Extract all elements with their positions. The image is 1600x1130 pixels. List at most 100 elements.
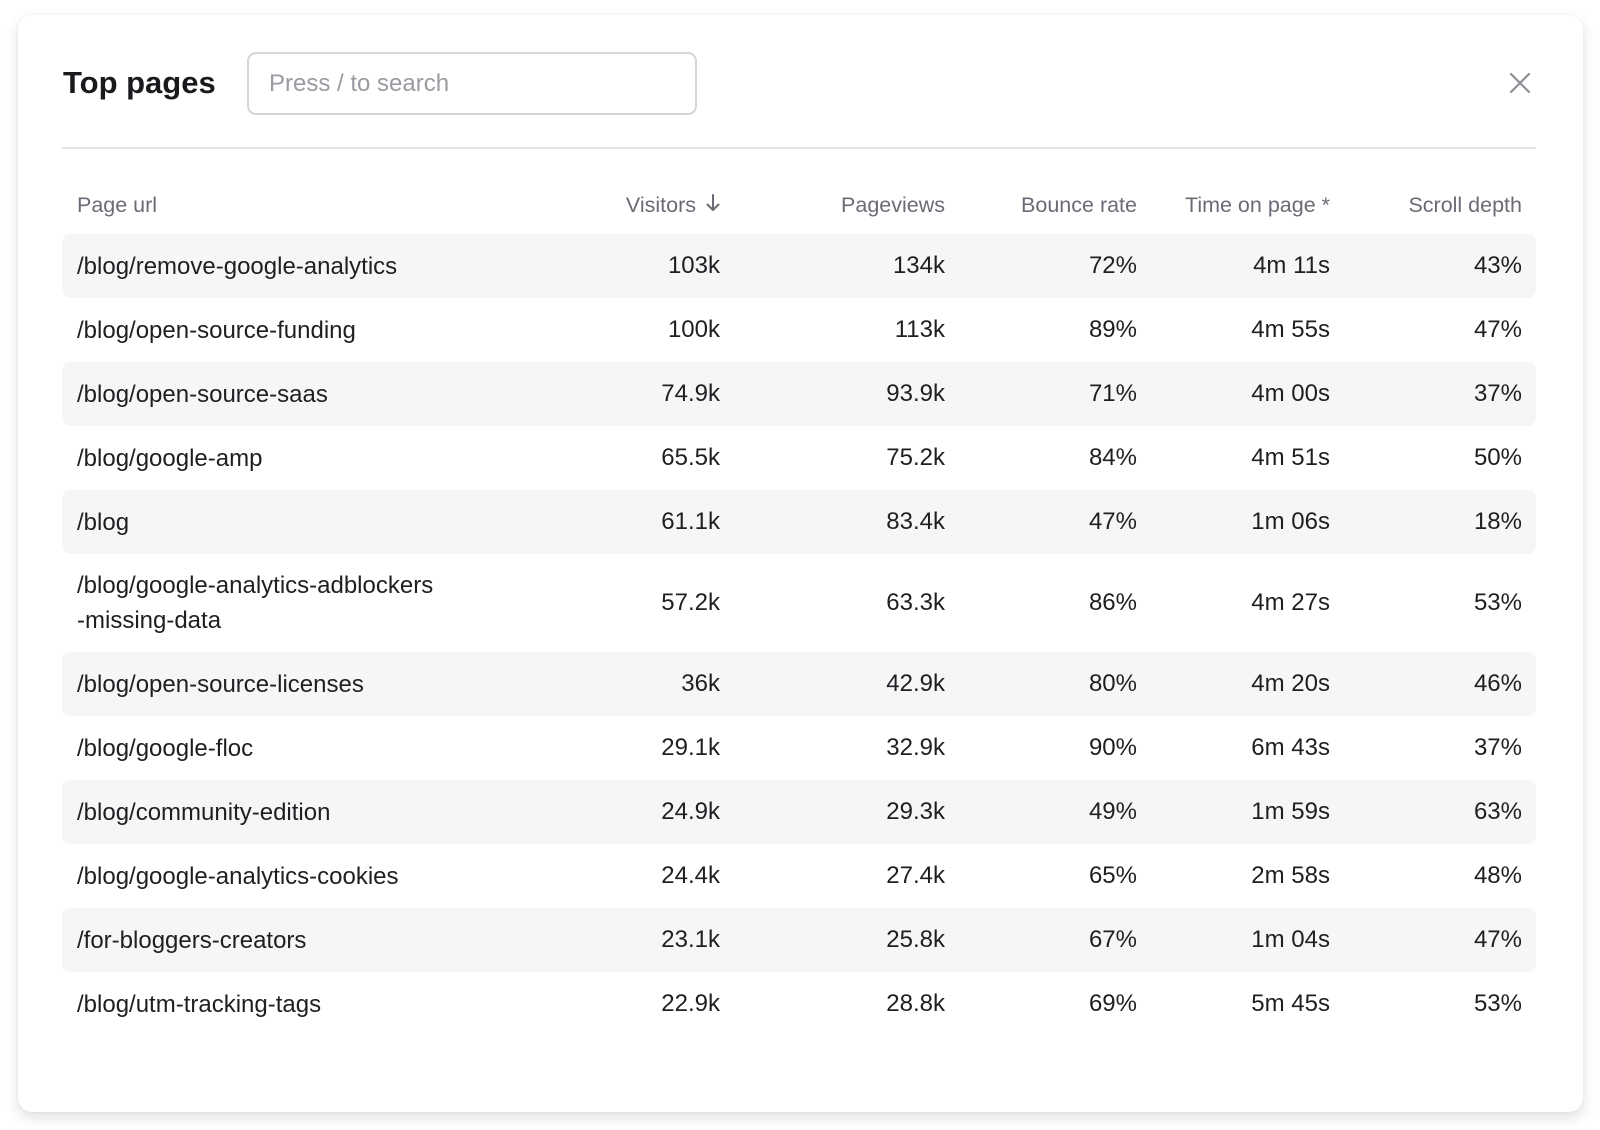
page-url-cell[interactable]: /blog/utm-tracking-tags bbox=[77, 990, 322, 1018]
pageviews-cell: 113k bbox=[894, 316, 945, 343]
time-on-page-cell: 6m 43s bbox=[1251, 734, 1330, 761]
pageviews-cell: 42.9k bbox=[886, 670, 945, 697]
column-header-page-url[interactable]: Page url bbox=[77, 192, 158, 217]
time-on-page-cell: 2m 58s bbox=[1251, 862, 1330, 889]
time-on-page-cell: 4m 51s bbox=[1251, 444, 1330, 471]
page-url-cell[interactable]: /for-bloggers-creators bbox=[77, 926, 307, 954]
page-url-cell[interactable]: /blog/open-source-funding bbox=[77, 316, 356, 344]
bounce-rate-cell: 84% bbox=[1088, 444, 1137, 471]
visitors-cell: 61.1k bbox=[661, 508, 720, 535]
table-row[interactable]: /blog/community-edition 24.9k 29.3k 49% 1m 5… bbox=[62, 780, 1536, 844]
pageviews-cell: 27.4k bbox=[886, 862, 945, 889]
table-row[interactable]: /blog/remove-google-analytics 103k 134k 72%… bbox=[62, 234, 1536, 298]
bounce-rate-cell: 90% bbox=[1088, 734, 1137, 761]
bounce-rate-cell: 47% bbox=[1088, 508, 1137, 535]
column-header-scroll-depth[interactable]: Scroll depth bbox=[1408, 192, 1522, 217]
page-url-cell[interactable]: /blog/google-analytics-adblockers-missin… bbox=[77, 572, 434, 634]
page-url-cell[interactable]: /blog/google-amp bbox=[77, 444, 263, 472]
table-row[interactable]: /for-bloggers-creators 23.1k 25.8k 67% 1m 04… bbox=[62, 908, 1536, 972]
page-url-cell[interactable]: /blog/open-source-licenses bbox=[77, 670, 364, 698]
page-url-cell[interactable]: /blog/google-analytics-cookies bbox=[77, 862, 399, 890]
scroll-depth-cell: 46% bbox=[1473, 670, 1522, 697]
scroll-depth-cell: 53% bbox=[1473, 589, 1522, 616]
visitors-cell: 57.2k bbox=[661, 589, 720, 616]
pageviews-cell: 75.2k bbox=[886, 444, 945, 471]
visitors-cell: 22.9k bbox=[661, 990, 720, 1017]
page-url-cell[interactable]: /blog/open-source-saas bbox=[77, 380, 328, 408]
pageviews-cell: 32.9k bbox=[886, 734, 945, 761]
pageviews-cell: 29.3k bbox=[886, 798, 945, 825]
search-input[interactable] bbox=[247, 52, 697, 115]
bounce-rate-cell: 69% bbox=[1088, 990, 1137, 1017]
scroll-depth-cell: 47% bbox=[1473, 316, 1522, 343]
visitors-cell: 74.9k bbox=[661, 380, 720, 407]
bounce-rate-cell: 72% bbox=[1088, 252, 1137, 279]
column-header-bounce-rate[interactable]: Bounce rate bbox=[1021, 192, 1137, 217]
top-pages-modal: Top pages Page url Visitors Pageviews Bo… bbox=[18, 15, 1583, 1112]
bounce-rate-cell: 71% bbox=[1088, 380, 1137, 407]
scroll-depth-cell: 63% bbox=[1473, 798, 1522, 825]
bounce-rate-cell: 89% bbox=[1088, 316, 1137, 343]
table-row[interactable]: /blog/google-floc 29.1k 32.9k 90% 6m 43s 37% bbox=[62, 716, 1536, 780]
visitors-cell: 24.9k bbox=[661, 798, 720, 825]
scroll-depth-cell: 53% bbox=[1473, 990, 1522, 1017]
close-button[interactable] bbox=[1506, 69, 1534, 97]
page-url-cell[interactable]: /blog/remove-google-analytics bbox=[77, 252, 398, 280]
column-header-pageviews[interactable]: Pageviews bbox=[841, 192, 945, 217]
time-on-page-cell: 5m 45s bbox=[1251, 990, 1330, 1017]
visitors-cell: 36k bbox=[681, 670, 720, 697]
table-row[interactable]: /blog/utm-tracking-tags 22.9k 28.8k 69% 5m 4… bbox=[62, 972, 1536, 1036]
table-row[interactable]: /blog/open-source-saas 74.9k 93.9k 71% 4m 00… bbox=[62, 362, 1536, 426]
time-on-page-cell: 4m 20s bbox=[1251, 670, 1330, 697]
time-on-page-cell: 1m 06s bbox=[1251, 508, 1330, 535]
bounce-rate-cell: 67% bbox=[1088, 926, 1137, 953]
bounce-rate-cell: 65% bbox=[1088, 862, 1137, 889]
visitors-cell: 100k bbox=[667, 316, 720, 343]
bounce-rate-cell: 80% bbox=[1088, 670, 1137, 697]
time-on-page-cell: 4m 27s bbox=[1251, 589, 1330, 616]
pages-table-body[interactable]: /blog/remove-google-analytics 103k 134k 72%… bbox=[62, 234, 1536, 1082]
pages-table-header: Page url Visitors Pageviews Bounce rate … bbox=[62, 185, 1536, 225]
pageviews-cell: 63.3k bbox=[886, 589, 945, 616]
page-url-cell[interactable]: /blog/community-edition bbox=[77, 798, 331, 826]
column-header-visitors[interactable]: Visitors bbox=[520, 193, 720, 218]
column-header-time-on-page[interactable]: Time on page * bbox=[1184, 192, 1330, 217]
pageviews-cell: 28.8k bbox=[886, 990, 945, 1017]
time-on-page-cell: 4m 11s bbox=[1253, 252, 1330, 279]
close-icon bbox=[1509, 72, 1531, 94]
page-url-cell[interactable]: /blog bbox=[77, 508, 130, 536]
time-on-page-cell: 4m 00s bbox=[1251, 380, 1330, 407]
visitors-cell: 29.1k bbox=[661, 734, 720, 761]
table-header-row: Page url Visitors Pageviews Bounce rate … bbox=[62, 185, 1536, 225]
scroll-depth-cell: 18% bbox=[1473, 508, 1522, 535]
sort-arrow-down-icon bbox=[706, 193, 720, 218]
time-on-page-cell: 1m 04s bbox=[1251, 926, 1330, 953]
scroll-depth-cell: 47% bbox=[1473, 926, 1522, 953]
pageviews-cell: 93.9k bbox=[886, 380, 945, 407]
visitors-cell: 24.4k bbox=[661, 862, 720, 889]
page-url-cell[interactable]: /blog/google-floc bbox=[77, 734, 254, 762]
visitors-cell: 65.5k bbox=[661, 444, 720, 471]
time-on-page-cell: 1m 59s bbox=[1251, 798, 1330, 825]
visitors-cell: 103k bbox=[667, 252, 720, 279]
table-row[interactable]: /blog/google-amp 65.5k 75.2k 84% 4m 51s 50% bbox=[62, 426, 1536, 490]
visitors-cell: 23.1k bbox=[661, 926, 720, 953]
scroll-depth-cell: 48% bbox=[1473, 862, 1522, 889]
bounce-rate-cell: 49% bbox=[1088, 798, 1137, 825]
pageviews-cell: 83.4k bbox=[886, 508, 945, 535]
bounce-rate-cell: 86% bbox=[1088, 589, 1137, 616]
table-row[interactable]: /blog/open-source-licenses 36k 42.9k 80% 4m … bbox=[62, 652, 1536, 716]
divider bbox=[62, 147, 1536, 149]
table-row[interactable]: /blog/google-analytics-cookies 24.4k 27.4k… bbox=[62, 844, 1536, 908]
table-row[interactable]: /blog/open-source-funding 100k 113k 89% 4m 5… bbox=[62, 298, 1536, 362]
modal-title: Top pages bbox=[63, 65, 216, 100]
time-on-page-cell: 4m 55s bbox=[1251, 316, 1330, 343]
pageviews-cell: 134k bbox=[892, 252, 945, 279]
scroll-depth-cell: 50% bbox=[1473, 444, 1522, 471]
pageviews-cell: 25.8k bbox=[886, 926, 945, 953]
scroll-depth-cell: 37% bbox=[1473, 380, 1522, 407]
scroll-depth-cell: 37% bbox=[1473, 734, 1522, 761]
table-row[interactable]: /blog/google-analytics-adblockers-missin… bbox=[62, 554, 1536, 652]
table-row[interactable]: /blog 61.1k 83.4k 47% 1m 06s 18% bbox=[62, 490, 1536, 554]
scroll-depth-cell: 43% bbox=[1473, 252, 1522, 279]
